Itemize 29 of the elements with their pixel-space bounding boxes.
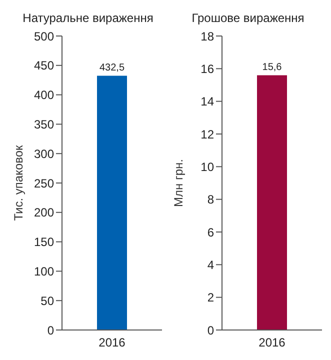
y-tick-label: 150 [34, 235, 54, 250]
y-tick-label: 350 [34, 117, 54, 132]
y-tick-label: 10 [200, 160, 214, 174]
y-axis-title: Тис. упаковок [11, 144, 26, 221]
x-tick-label: 2016 [98, 336, 126, 350]
y-tick-label: 300 [34, 146, 54, 161]
y-axis-title: Млн грн. [171, 159, 186, 207]
y-tick-label: 18 [200, 29, 214, 44]
y-tick-label: 14 [200, 94, 214, 109]
y-tick-label: 8 [207, 192, 214, 207]
y-tick-label: 2 [207, 290, 214, 305]
y-tick-label: 500 [34, 29, 54, 44]
y-tick-label: 0 [207, 323, 214, 338]
data-label: 432,5 [99, 62, 125, 74]
y-tick-label: 6 [207, 225, 214, 240]
chart-title: Грошове вираження [190, 10, 306, 27]
x-tick-label: 2016 [258, 336, 286, 350]
y-tick-label: 50 [40, 294, 54, 308]
y-tick-label: 200 [34, 206, 54, 220]
y-tick-label: 250 [34, 176, 54, 190]
chart-title: Натуральне вираження [22, 10, 154, 27]
data-label: 15,6 [262, 62, 282, 74]
y-tick-label: 12 [200, 127, 214, 142]
y-tick-label: 4 [207, 258, 214, 272]
y-tick-label: 450 [34, 58, 54, 73]
y-tick-label: 0 [47, 323, 54, 338]
y-tick-label: 100 [34, 264, 54, 278]
y-tick-label: 400 [34, 88, 54, 102]
y-tick-label: 16 [200, 62, 214, 76]
